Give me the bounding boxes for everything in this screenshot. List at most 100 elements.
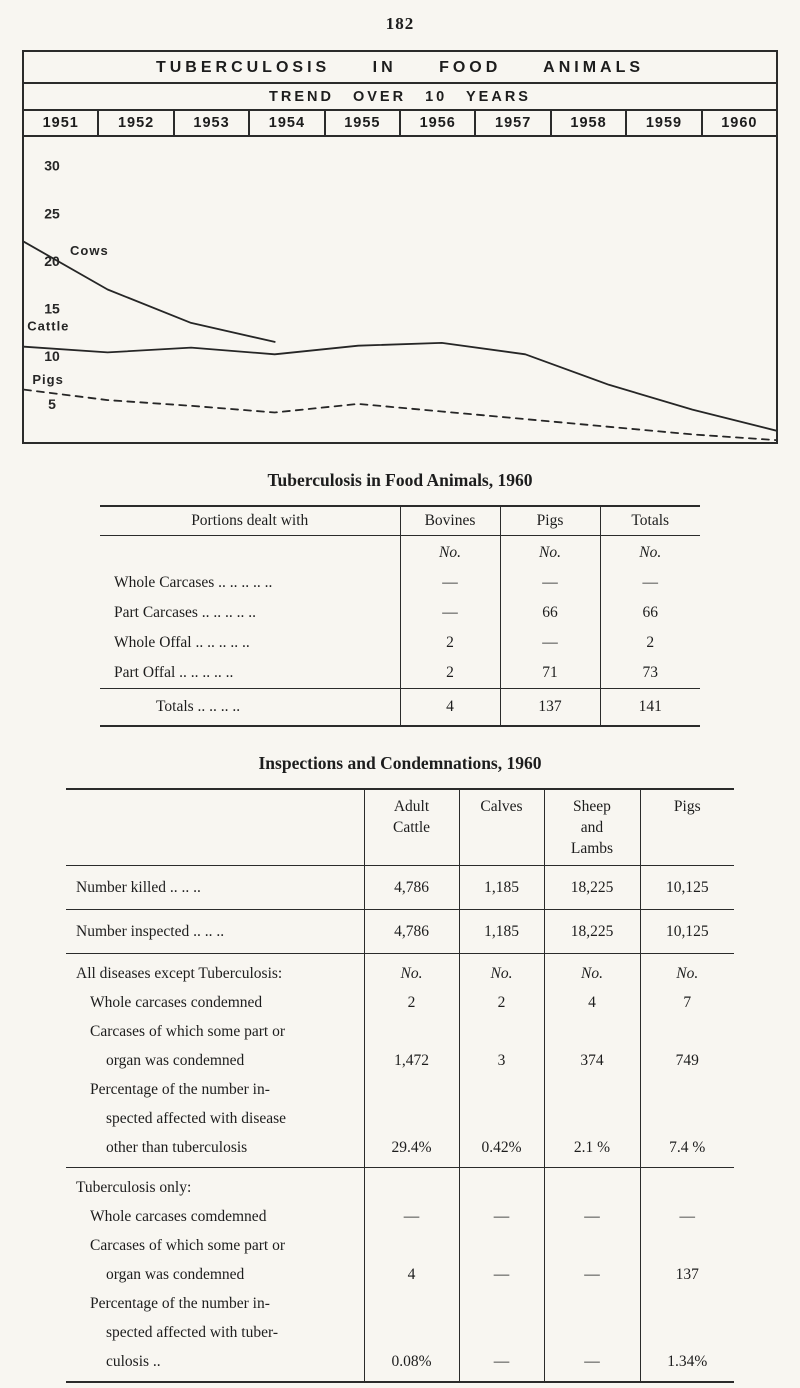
table2-corner-cell xyxy=(66,789,364,866)
table-row: Tuberculosis only: xyxy=(66,1167,734,1202)
cell-value xyxy=(363,1075,459,1104)
row-label: organ was condemned xyxy=(106,1052,245,1069)
cell-value xyxy=(639,1289,734,1318)
cell-value: 2 xyxy=(458,988,544,1017)
cell-value xyxy=(639,1318,734,1347)
chart-title: TUBERCULOSIS IN FOOD ANIMALS xyxy=(24,52,776,84)
cell-value xyxy=(543,1289,640,1318)
totals-bovines: 4 xyxy=(399,688,500,726)
col-header-line: Calves xyxy=(480,798,523,815)
pigs-trend-line xyxy=(24,388,776,442)
page-number: 182 xyxy=(385,14,415,33)
cell-value: — xyxy=(543,1260,640,1289)
chart-year-label: 1955 xyxy=(323,111,399,135)
table-row: Carcases of which some part or xyxy=(66,1017,734,1046)
col-header: Pigs xyxy=(639,789,734,866)
table-row: Whole carcases condemned 2 2 4 7 xyxy=(66,988,734,1017)
y-axis-tick-label: 10 xyxy=(44,348,60,364)
cattle-trend-line xyxy=(24,341,776,432)
cell-value xyxy=(458,1104,544,1133)
row-label: spected affected with disease xyxy=(106,1110,287,1127)
chart-year-row: 1951 1952 1953 1954 1955 1956 1957 1958 1959 1960 xyxy=(24,111,776,137)
cell-value xyxy=(543,1318,640,1347)
chart-subtitle: TREND OVER 10 YEARS xyxy=(24,84,776,111)
cell-value xyxy=(363,1017,459,1046)
y-axis-tick-label: 15 xyxy=(44,301,60,317)
cell-value: 66 xyxy=(599,598,700,628)
cell-value: No. xyxy=(543,953,640,988)
table-row: Carcases of which some part or xyxy=(66,1231,734,1260)
cell-value: — xyxy=(499,628,600,658)
col-header-line: Pigs xyxy=(673,798,701,815)
col-header-line: Sheep xyxy=(573,798,611,815)
chart-year-label: 1956 xyxy=(399,111,474,135)
totals-pigs: 137 xyxy=(499,688,600,726)
unit-cell: No. xyxy=(499,535,600,568)
chart-year-label: 1951 xyxy=(42,115,79,131)
cell-value xyxy=(458,1075,544,1104)
cell-value: — xyxy=(543,1347,640,1382)
table1-body: No. No. No. Whole Carcases .. .. .. .. .… xyxy=(100,535,700,689)
cell-value: No. xyxy=(458,953,544,988)
cell-value: 2 xyxy=(599,628,700,658)
cell-value: 2 xyxy=(399,658,500,689)
chart-year-label: 1959 xyxy=(625,111,700,135)
cell-value xyxy=(639,1167,734,1202)
cell-value: 0.08% xyxy=(363,1347,459,1382)
table-inspections-condemnations: Adult Cattle Calves Sheep and Lambs Pigs Numbe… xyxy=(66,788,734,1383)
chart-year-label: 1954 xyxy=(248,111,323,135)
col-header: Calves xyxy=(458,789,544,866)
cell-value: — xyxy=(399,568,500,598)
cell-value xyxy=(543,1017,640,1046)
table-row: other than tuberculosis 29.4% 0.42% 2.1 % 7.… xyxy=(66,1133,734,1168)
row-label: All diseases except Tuberculosis: xyxy=(66,953,364,988)
row-label: Number killed .. .. .. xyxy=(66,865,364,910)
totals-total: 141 xyxy=(599,688,700,726)
chart-year-label: 1960 xyxy=(700,111,776,135)
cell-value: 2 xyxy=(399,628,500,658)
cell-value: 4 xyxy=(543,988,640,1017)
cell-value: No. xyxy=(639,953,734,988)
cell-value: 2.1 % xyxy=(543,1133,640,1168)
table-row: spected affected with disease xyxy=(66,1104,734,1133)
cell-value: 4,786 xyxy=(363,909,459,954)
col-header-line: Adult xyxy=(393,798,430,815)
table-row: spected affected with tuber- xyxy=(66,1318,734,1347)
table-row: culosis .. 0.08% — —1.34% xyxy=(66,1347,734,1382)
cell-value: 2 xyxy=(363,988,459,1017)
cell-value: 749 xyxy=(639,1046,734,1075)
cell-value: — xyxy=(599,568,700,598)
table-row: Number inspected .. .. .. 4,786 1,185 18,22… xyxy=(66,909,734,954)
table-row: Whole Offal .. .. .. .. .. 2—2 xyxy=(100,628,700,658)
chart-year-label: 1957 xyxy=(474,111,549,135)
y-axis-tick-label: 5 xyxy=(48,396,56,412)
col-header-pigs: Pigs xyxy=(499,506,600,536)
table2-header-row: Adult Cattle Calves Sheep and Lambs Pigs xyxy=(66,789,734,866)
col-header-portions: Portions dealt with xyxy=(100,506,400,536)
row-label: organ was condemned xyxy=(106,1266,245,1283)
table-row: organ was condemned 1,472 3 374 749 xyxy=(66,1046,734,1075)
cell-value: 7.4 % xyxy=(639,1133,734,1168)
cell-value: — xyxy=(639,1202,734,1231)
table-row: Percentage of the number in- xyxy=(66,1075,734,1104)
y-axis-tick-label: 30 xyxy=(44,158,60,174)
cell-value: 1,185 xyxy=(458,909,544,954)
cell-value xyxy=(639,1017,734,1046)
table-row: Number killed .. .. .. 4,786 1,185 18,225 10… xyxy=(66,865,734,910)
cell-value xyxy=(363,1231,459,1260)
table1-title: Tuberculosis in Food Animals, 1960 xyxy=(267,470,533,490)
unit-cell: No. xyxy=(599,535,700,568)
cows-series-label: Cows xyxy=(70,243,109,258)
col-header: Adult Cattle xyxy=(363,789,459,866)
cell-value: 18,225 xyxy=(543,865,640,910)
table-row: Part Offal .. .. .. .. .. 2 71 73 xyxy=(100,658,700,689)
cell-value: 29.4% xyxy=(363,1133,459,1168)
cell-value: 73 xyxy=(599,658,700,689)
cell-value xyxy=(543,1231,640,1260)
pigs-series-label: Pigs xyxy=(32,372,63,387)
cell-value xyxy=(363,1289,459,1318)
col-header-line: Cattle xyxy=(392,819,431,836)
col-header-totals: Totals xyxy=(599,506,700,536)
row-label: Number inspected .. .. .. xyxy=(66,909,364,954)
tuberculosis-trend-chart: TUBERCULOSIS IN FOOD ANIMALS TREND OVER … xyxy=(22,50,778,444)
